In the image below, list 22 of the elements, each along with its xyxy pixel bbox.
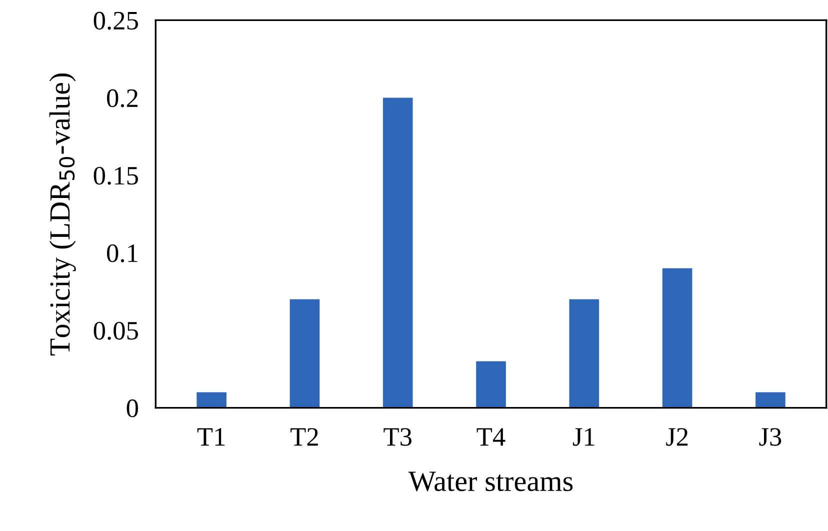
x-tick-label: J1 — [572, 428, 594, 446]
bar — [290, 299, 320, 408]
x-tick-label: T3 — [384, 428, 412, 446]
x-tick-label: J3 — [759, 428, 782, 446]
bar — [382, 98, 413, 408]
bar — [569, 299, 600, 408]
y-tick-label: 0.05 — [94, 322, 138, 340]
bar — [662, 268, 692, 408]
x-axis-title: Water streams — [408, 472, 573, 492]
bar — [756, 392, 786, 408]
y-tick-label: 0.2 — [107, 89, 138, 108]
y-tick-label: 0.25 — [94, 12, 138, 30]
y-axis-title: Toxicity (LDR$_{50}$-value) — [49, 74, 76, 356]
x-tick-label: T2 — [290, 428, 318, 446]
y-tick-label: 0.1 — [107, 244, 138, 262]
y-tick-label: 0 — [126, 399, 138, 418]
x-tick-label: J2 — [666, 428, 688, 446]
bar — [476, 361, 506, 408]
x-tick-label: T4 — [476, 428, 506, 446]
y-tick-label: 0.15 — [94, 166, 138, 185]
x-tick-label: T1 — [197, 428, 225, 446]
bar — [196, 392, 226, 408]
